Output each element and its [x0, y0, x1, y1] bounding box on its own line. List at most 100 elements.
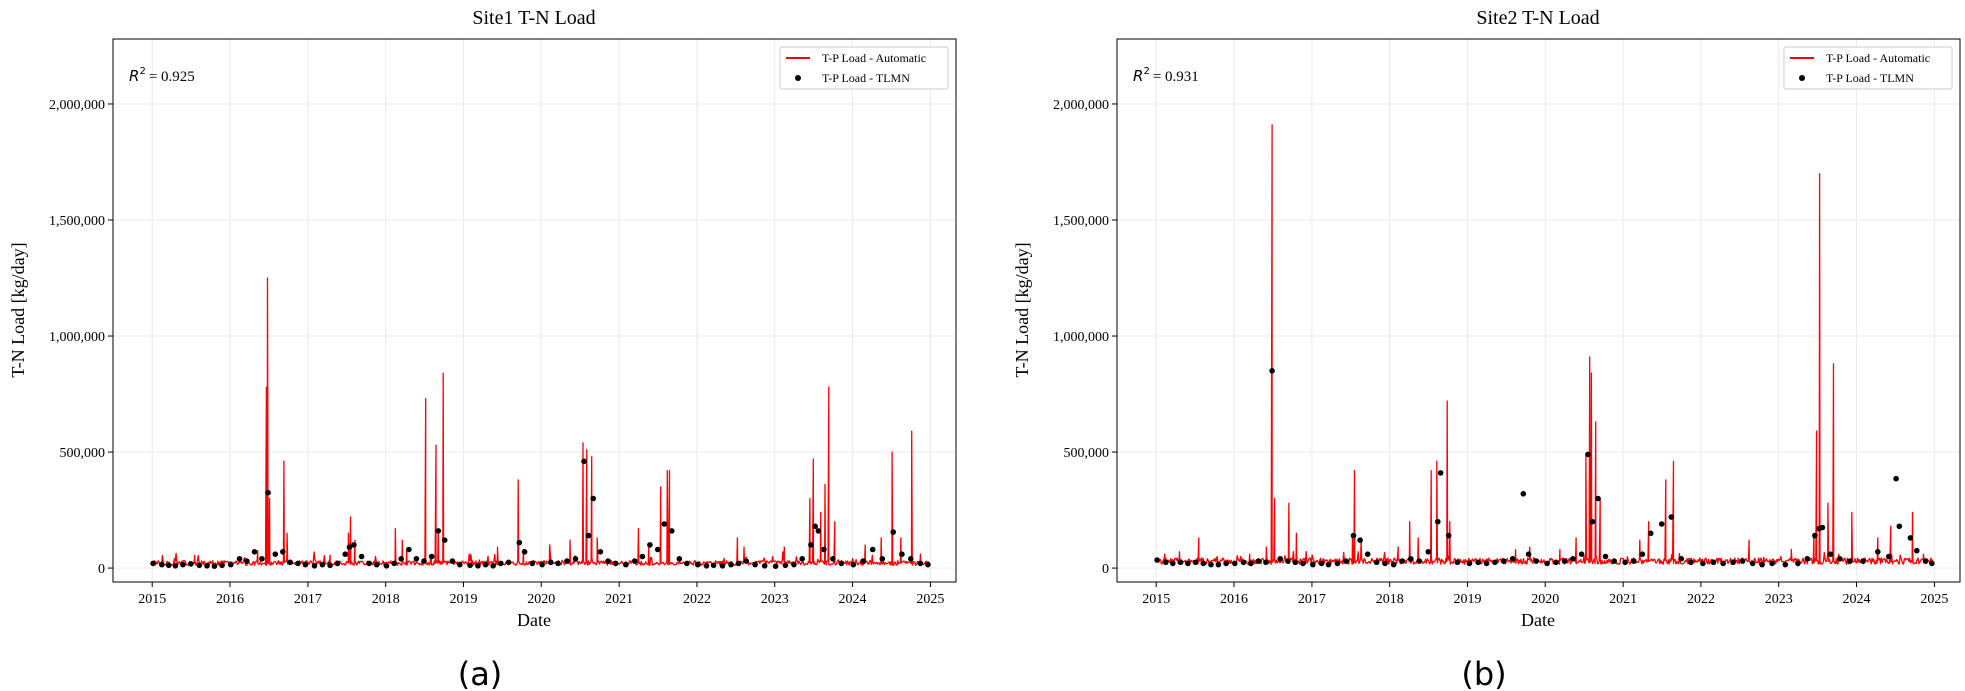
- data-point-tlmn: [435, 528, 442, 534]
- data-point-tlmn: [1509, 556, 1516, 562]
- x-tick-label: 2017: [294, 592, 322, 607]
- legend-box: [1783, 46, 1953, 90]
- x-axis-label: Date: [517, 610, 551, 630]
- data-point-tlmn: [1382, 560, 1388, 567]
- data-point-tlmn: [1730, 559, 1736, 566]
- data-point-tlmn: [1325, 561, 1332, 568]
- data-point-tlmn: [1292, 559, 1299, 566]
- data-point-tlmn: [236, 556, 243, 562]
- data-point-tlmn: [1277, 556, 1283, 562]
- data-point-tlmn: [695, 561, 701, 568]
- data-point-tlmn: [1357, 537, 1363, 543]
- data-point-tlmn: [1255, 558, 1262, 564]
- data-point-tlmn: [1578, 551, 1585, 557]
- data-point-tlmn: [1678, 556, 1685, 562]
- data-point-tlmn: [1285, 558, 1291, 564]
- data-point-tlmn: [1248, 560, 1254, 567]
- data-point-tlmn: [830, 556, 836, 562]
- data-point-tlmn: [166, 562, 172, 569]
- data-point-tlmn: [917, 560, 924, 567]
- x-tick-label: 2015: [138, 592, 166, 607]
- data-point-tlmn: [228, 561, 234, 568]
- data-point-tlmn: [1847, 558, 1853, 564]
- data-point-tlmn: [791, 561, 797, 568]
- data-point-tlmn: [782, 562, 789, 569]
- data-point-tlmn: [334, 560, 341, 567]
- data-point-tlmn: [1585, 451, 1591, 458]
- data-point-tlmn: [1192, 559, 1199, 566]
- x-tick-label: 2021: [605, 592, 633, 607]
- data-point-tlmn: [421, 558, 427, 564]
- data-point-tlmn: [1759, 561, 1765, 568]
- data-point-tlmn: [172, 563, 179, 569]
- data-point-tlmn: [860, 558, 866, 564]
- data-point-tlmn: [1520, 491, 1527, 497]
- plot-border: [112, 38, 957, 583]
- data-point-tlmn: [1700, 560, 1706, 567]
- data-point-tlmn: [890, 529, 896, 535]
- data-point-tlmn: [812, 523, 818, 530]
- x-tick-label: 2024: [1842, 592, 1870, 607]
- y-axis-label: T-N Load [kg/day]: [8, 242, 28, 377]
- data-point-tlmn: [676, 556, 683, 562]
- data-point-tlmn: [1483, 560, 1490, 567]
- r-squared-value: = 0.925: [149, 69, 195, 85]
- y-tick-label: 2,000,000: [1053, 98, 1109, 113]
- data-point-tlmn: [925, 561, 931, 568]
- data-point-tlmn: [1819, 524, 1826, 531]
- data-point-tlmn: [808, 542, 814, 548]
- data-point-tlmn: [295, 560, 301, 567]
- data-point-tlmn: [1263, 559, 1269, 566]
- plot-area: [113, 39, 956, 582]
- data-point-tlmn: [1795, 560, 1801, 567]
- legend-point-swatch: [1799, 75, 1805, 81]
- data-point-tlmn: [719, 563, 726, 569]
- data-point-tlmn: [612, 560, 619, 567]
- ticks-layer: 2015 2016 2017 2018 2019 2020 2021 2022 2023 2024…: [1053, 98, 1948, 607]
- x-tick-label: 2025: [1920, 592, 1948, 607]
- data-point-tlmn: [647, 542, 653, 548]
- data-point-tlmn: [521, 549, 528, 555]
- data-point-tlmn: [1544, 560, 1550, 567]
- data-point-tlmn: [1525, 551, 1532, 557]
- legend-point-swatch: [795, 75, 801, 81]
- data-point-tlmn: [1595, 495, 1601, 502]
- data-point-tlmn: [654, 546, 661, 553]
- data-point-tlmn: [457, 561, 463, 568]
- data-point-tlmn: [623, 561, 629, 568]
- data-point-tlmn: [428, 553, 435, 560]
- data-point-tlmn: [572, 556, 579, 562]
- x-tick-label: 2021: [1609, 592, 1637, 607]
- data-point-tlmn: [1827, 551, 1834, 557]
- data-point-tlmn: [449, 558, 456, 564]
- data-point-tlmn: [342, 551, 349, 557]
- data-point-tlmn: [1437, 470, 1444, 476]
- chart-title: Site2 T-N Load: [1476, 7, 1599, 29]
- x-tick-label: 2023: [761, 592, 789, 607]
- data-point-tlmn: [529, 560, 536, 567]
- data-point-tlmn: [1390, 561, 1397, 568]
- data-point-tlmn: [1631, 558, 1637, 564]
- data-point-tlmn: [605, 558, 611, 564]
- data-point-tlmn: [1914, 547, 1920, 554]
- x-tick-label: 2015: [1142, 592, 1170, 607]
- data-point-tlmn: [1688, 559, 1694, 566]
- data-point-tlmn: [1929, 560, 1935, 567]
- data-point-tlmn: [1425, 549, 1432, 555]
- data-point-tlmn: [327, 562, 333, 569]
- data-point-tlmn: [1893, 475, 1899, 482]
- data-point-tlmn: [1163, 559, 1169, 566]
- data-point-tlmn: [302, 561, 309, 568]
- data-point-tlmn: [1177, 559, 1184, 566]
- data-point-tlmn: [1622, 559, 1628, 566]
- data-point-tlmn: [1668, 514, 1675, 520]
- data-point-tlmn: [1886, 553, 1892, 560]
- data-point-tlmn: [1310, 561, 1316, 568]
- data-point-tlmn: [761, 563, 768, 569]
- x-tick-label: 2017: [1298, 592, 1326, 607]
- data-point-tlmn: [1300, 560, 1306, 567]
- data-point-tlmn: [1435, 518, 1441, 525]
- data-point-tlmn: [743, 558, 749, 564]
- data-point-tlmn: [1350, 532, 1357, 539]
- data-point-tlmn: [1408, 556, 1414, 562]
